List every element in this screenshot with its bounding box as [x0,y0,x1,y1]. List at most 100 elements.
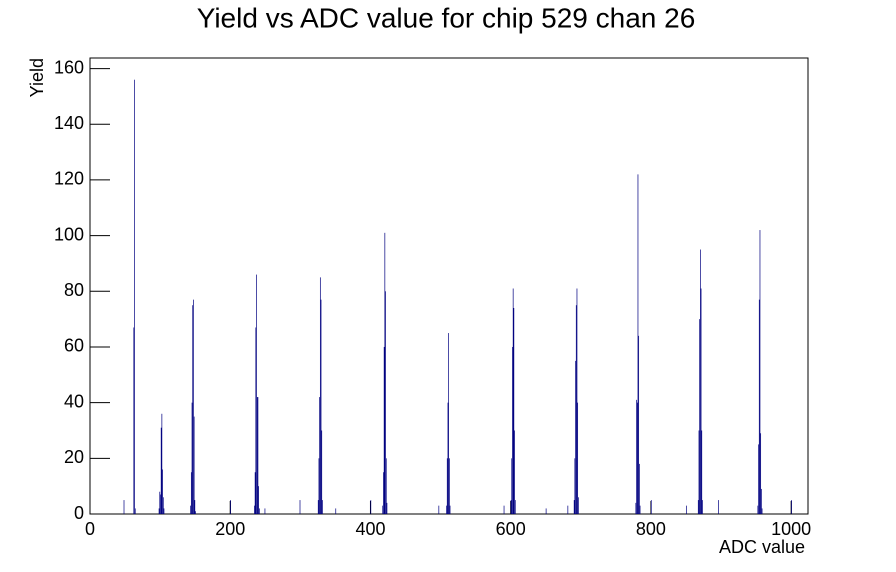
histogram-bin [567,505,569,514]
x-tick-label: 0 [85,519,95,539]
histogram-bin [163,508,165,514]
histogram-bin [636,402,638,514]
histogram-bin [134,79,135,514]
x-tick-label: 1000 [771,519,811,539]
histogram-bin [195,511,196,514]
histogram-bin [446,458,448,514]
histogram-bin [264,508,266,514]
histogram-bin [448,333,449,514]
histogram-bin [190,472,192,514]
histogram-bin [162,469,163,514]
histogram-bin [383,346,385,514]
histogram-bin [194,500,196,514]
y-tick-label: 40 [64,391,84,411]
histogram-bin [758,444,759,514]
histogram-bin [701,430,703,514]
histogram-bin [370,500,372,514]
histogram-bin [319,397,320,514]
histogram-bin [449,458,450,514]
histogram-bin [635,502,637,514]
histogram-bin [160,427,162,514]
x-tick-label: 400 [355,519,385,539]
histogram-bin [158,508,160,514]
histogram-bin [514,430,515,514]
histogram-bin [574,458,576,514]
histogram-bin [573,500,575,514]
histogram-bin [258,508,260,514]
histogram-bin [510,500,512,514]
histogram-bin [577,402,579,514]
histogram-bin [322,500,323,514]
histogram-bin [319,277,321,514]
histogram-bin [638,335,640,514]
x-tick-label: 600 [496,519,526,539]
histogram-bin [193,416,195,514]
histogram-bin [759,230,761,515]
y-tick-label: 140 [54,113,84,133]
histogram-bin [299,500,301,514]
histogram-bin [637,174,639,514]
histogram-bin [162,497,164,514]
histogram-bin [191,402,193,514]
y-tick-label: 80 [64,280,84,300]
histogram-bin [718,500,719,514]
histogram-bin [758,299,760,514]
histogram-bin [761,488,762,514]
histogram-bin [575,305,577,514]
histogram-bin [254,472,256,514]
histogram-bin [760,433,762,514]
histogram-bin [383,472,384,514]
x-tick-label: 200 [215,519,245,539]
histogram-bin [134,508,136,514]
y-tick-label: 20 [64,447,84,467]
histogram-bin [639,463,640,514]
histogram-bin [160,494,161,514]
histogram-bin [385,291,386,514]
histogram-bin [335,508,337,514]
y-axis-label: Yield [27,58,47,97]
x-tick-label: 800 [636,519,666,539]
chart-title: Yield vs ADC value for chip 529 chan 26 [197,2,696,33]
histogram-bin [513,307,515,514]
histogram-bin [320,299,322,514]
histogram-bin [190,505,191,514]
y-tick-label: 120 [54,169,84,189]
histogram-bin [512,346,513,514]
histogram-bin [698,430,700,514]
histogram-bin [257,397,259,514]
y-tick-label: 160 [54,57,84,77]
histogram-bin [514,500,516,514]
histogram-bin [578,497,579,514]
histogram-bin [161,413,163,514]
histogram-bin [503,505,505,514]
histogram-bin [193,299,194,514]
histogram-bin [639,505,641,514]
histogram-bin [697,500,699,514]
histogram-bin [545,508,547,514]
histogram-bin [449,505,451,514]
histogram-bin [133,327,135,514]
histogram-bin [447,402,449,514]
histogram-bin [386,502,388,514]
y-tick-label: 60 [64,336,84,356]
histogram-bin [700,249,701,514]
histogram-bin [636,399,637,514]
histogram-bin [123,500,125,514]
histogram-bin [700,288,702,514]
histogram-bin [256,397,258,514]
histogram-bin [255,327,257,514]
histogram-bin [254,505,255,514]
histogram-bin [511,458,513,514]
histogram-bin [438,505,440,514]
histogram-bin [512,288,514,514]
histogram-bin [650,500,652,514]
histogram-bin [699,319,701,514]
histogram-bin [702,500,703,514]
histogram-bin [576,288,578,514]
y-tick-label: 0 [74,503,84,523]
histogram-bin [318,458,320,514]
histogram-bin [258,486,259,514]
histogram-bin [192,305,194,514]
histogram-bin [385,458,387,514]
